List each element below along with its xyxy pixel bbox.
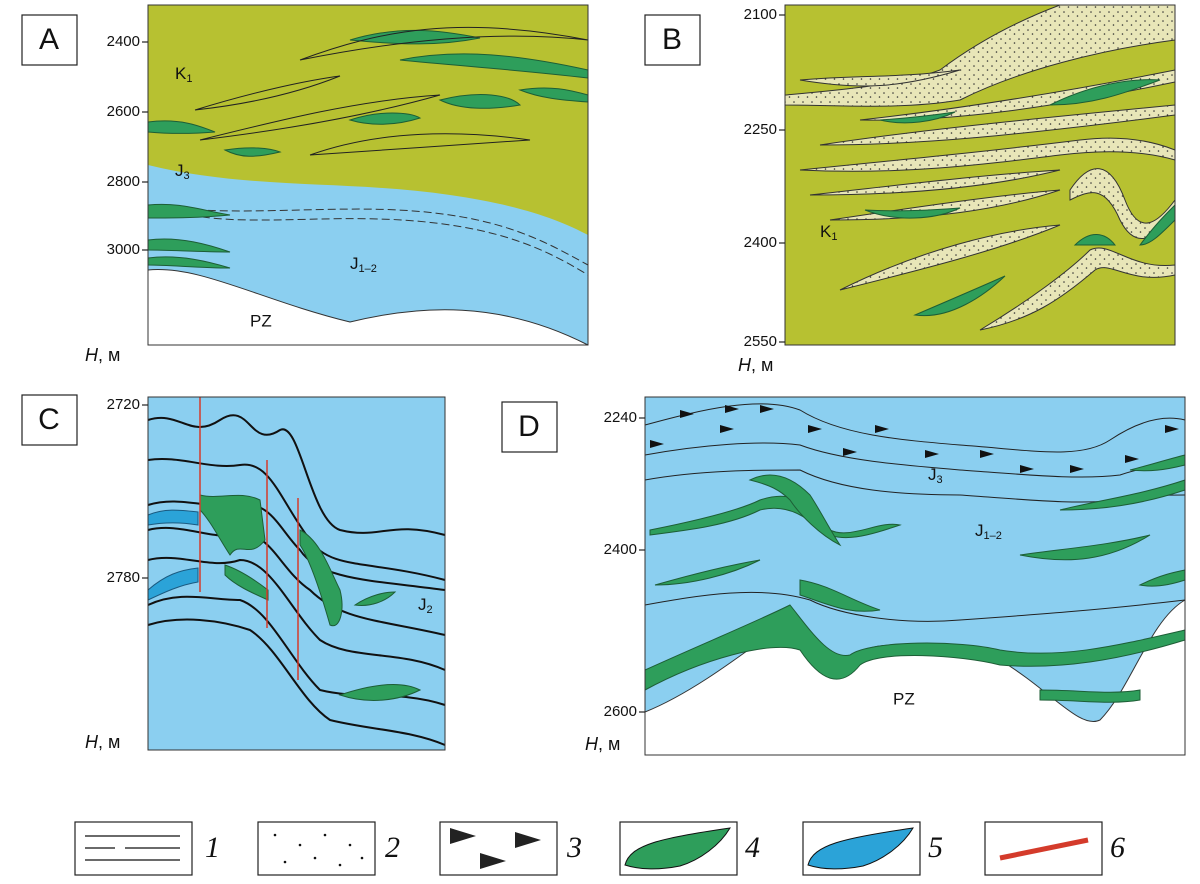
lens bbox=[349, 29, 481, 45]
lens bbox=[1039, 689, 1141, 703]
lens bbox=[338, 684, 422, 701]
legend-pattern bbox=[807, 827, 914, 870]
lens bbox=[879, 111, 956, 124]
unit-label: J3 bbox=[175, 161, 190, 181]
frame bbox=[644, 396, 1186, 756]
lens-outline bbox=[309, 133, 531, 156]
axis-label: H, м bbox=[85, 732, 120, 752]
sand-body bbox=[784, 4, 1176, 107]
lens bbox=[147, 238, 231, 253]
label-box bbox=[21, 394, 78, 446]
lens bbox=[299, 529, 343, 627]
legend-label: 2 bbox=[385, 831, 400, 864]
tick-label: 2400 bbox=[107, 33, 140, 50]
lens bbox=[224, 564, 269, 601]
interbed bbox=[189, 214, 589, 276]
legend-pattern bbox=[85, 835, 180, 861]
lens bbox=[649, 495, 902, 539]
legend-label: 1 bbox=[205, 831, 220, 864]
lens-outline bbox=[199, 94, 441, 141]
panel-b: B 2100 2250 2400 2550 K1 H, м bbox=[644, 4, 1176, 375]
legend: 1 2 3 4 5 6 bbox=[74, 821, 1125, 876]
unit-label: PZ bbox=[893, 689, 915, 708]
legend-label: 6 bbox=[1110, 831, 1125, 864]
unit-label: K1 bbox=[175, 64, 192, 84]
legend-pattern bbox=[624, 827, 731, 870]
label-box bbox=[644, 14, 701, 66]
legend-swatch bbox=[257, 821, 376, 876]
panel-label: C bbox=[38, 403, 60, 436]
lens bbox=[147, 203, 231, 219]
label-box bbox=[501, 401, 558, 453]
legend-label: 5 bbox=[928, 831, 943, 864]
legend-swatch bbox=[439, 821, 558, 876]
lens bbox=[748, 474, 842, 547]
sand-body bbox=[809, 169, 1061, 196]
lens bbox=[1049, 79, 1161, 106]
panel-a: A 2400 2600 2800 3000 K1 J3 J1–2 PZ H, м bbox=[21, 4, 589, 365]
frame bbox=[147, 396, 446, 751]
lens bbox=[223, 147, 282, 157]
tick-label: 2550 bbox=[744, 333, 777, 350]
panel-label: D bbox=[518, 410, 540, 443]
tick-label: 2240 bbox=[604, 409, 637, 426]
tick-label: 3000 bbox=[107, 241, 140, 258]
lens bbox=[654, 559, 761, 586]
label-box bbox=[21, 14, 78, 66]
sand-body bbox=[839, 224, 1061, 291]
lens bbox=[1019, 534, 1151, 561]
lens bbox=[348, 112, 422, 125]
unit-label: J1–2 bbox=[350, 254, 377, 274]
lens-blue bbox=[147, 567, 199, 601]
frame bbox=[147, 4, 589, 346]
carbonate-marks bbox=[650, 405, 1179, 473]
legend-pattern bbox=[273, 833, 364, 867]
frame bbox=[784, 4, 1176, 346]
tick-label: 2400 bbox=[744, 234, 777, 251]
axis-label: H, м bbox=[585, 734, 620, 754]
lens bbox=[799, 579, 881, 612]
lens bbox=[438, 94, 522, 109]
panel-c: C 2720 2780 J2 H, м bbox=[21, 394, 446, 752]
lens bbox=[864, 207, 961, 219]
unit-label: J2 bbox=[418, 595, 433, 615]
unit-label: J3 bbox=[928, 465, 943, 485]
sand-body bbox=[799, 69, 961, 87]
lens bbox=[353, 591, 397, 606]
tick-label: 2800 bbox=[107, 173, 140, 190]
lens-blue bbox=[147, 509, 199, 526]
lens bbox=[147, 256, 231, 269]
lens-outline bbox=[194, 75, 341, 111]
axis-label: H, м bbox=[738, 355, 773, 375]
tick-label: 2100 bbox=[744, 6, 777, 23]
unit-label: J1–2 bbox=[975, 521, 1002, 541]
legend-label: 3 bbox=[566, 831, 582, 864]
interbed bbox=[147, 204, 589, 266]
tick-label: 2250 bbox=[744, 121, 777, 138]
basement bbox=[147, 269, 589, 346]
lens bbox=[147, 120, 216, 134]
unit-label: K1 bbox=[820, 222, 837, 242]
tick-label: 2720 bbox=[107, 396, 140, 413]
lens bbox=[913, 275, 1006, 317]
tick-label: 2400 bbox=[604, 541, 637, 558]
legend-pattern bbox=[450, 828, 541, 869]
panel-label: A bbox=[39, 23, 59, 56]
tick-label: 2780 bbox=[107, 569, 140, 586]
tick-label: 2600 bbox=[107, 103, 140, 120]
lens bbox=[1073, 234, 1117, 246]
legend-pattern bbox=[999, 837, 1089, 861]
tick-label: 2600 bbox=[604, 703, 637, 720]
panel-label: B bbox=[662, 23, 682, 56]
unit-label: PZ bbox=[250, 311, 272, 330]
axis-label: H, м bbox=[85, 345, 120, 365]
legend-label: 4 bbox=[745, 831, 760, 864]
panel-d: D 2240 2400 2600 J3 J1–2 PZ H, м bbox=[501, 396, 1186, 756]
lens bbox=[199, 494, 266, 556]
